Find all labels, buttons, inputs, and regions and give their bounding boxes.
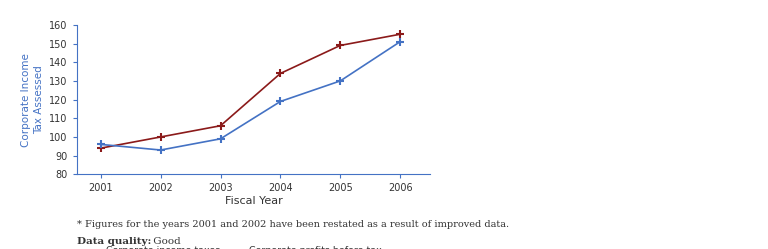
Y-axis label: Corporate Income
Tax Assessed: Corporate Income Tax Assessed	[21, 53, 44, 147]
Text: * Figures for the years 2001 and 2002 have been restated as a result of improved: * Figures for the years 2001 and 2002 ha…	[77, 220, 509, 229]
Text: Good: Good	[150, 237, 180, 246]
X-axis label: Fiscal Year: Fiscal Year	[224, 196, 283, 206]
Legend: Corporate income taxes
assessed by the CRA, Corporate profits before tax
estimat: Corporate income taxes assessed by the C…	[81, 242, 401, 249]
Text: Data quality:: Data quality:	[77, 237, 151, 246]
